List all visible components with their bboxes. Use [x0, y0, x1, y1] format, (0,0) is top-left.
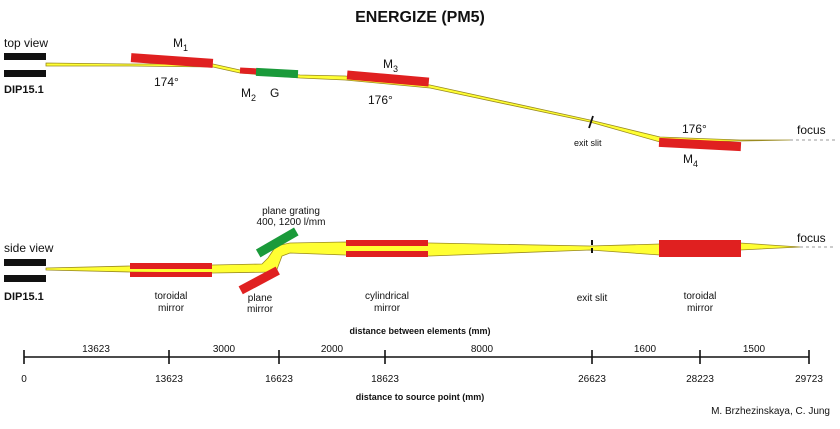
cyl-label-2: mirror [374, 303, 401, 314]
side-view: side view DIP15.1 toroidal mirror plane … [4, 206, 835, 315]
m1-mirror [130, 53, 214, 68]
between-5: 1500 [743, 344, 766, 355]
m3-angle: 176° [368, 93, 393, 107]
between-4: 1600 [634, 344, 657, 355]
m4-mirror [658, 137, 742, 152]
top-exit-slit [588, 115, 594, 129]
side-plane-mirror [238, 266, 280, 295]
m4-angle: 176° [682, 122, 707, 136]
top-focus-label: focus [797, 123, 826, 137]
grating-top [255, 67, 299, 79]
source-distance-title: distance to source point (mm) [356, 392, 485, 402]
m3-mirror [346, 70, 430, 87]
between-1: 3000 [213, 344, 236, 355]
m4-label: M4 [683, 152, 698, 169]
top-view-label: top view [4, 36, 48, 50]
top-view: top view DIP15.1 M1 174° M2 G M3 176° ex… [4, 36, 835, 169]
position-3: 18623 [371, 374, 399, 385]
side-cylindrical-mirror [346, 240, 428, 246]
position-2: 16623 [265, 374, 293, 385]
plane-mirror-label-2: mirror [247, 304, 274, 315]
position-6: 29723 [795, 374, 823, 385]
side-toroidal-mirror-2 [659, 240, 741, 257]
between-3: 8000 [471, 344, 494, 355]
side-toroidal-mirror-1 [130, 263, 212, 269]
m1-angle: 174° [154, 75, 179, 89]
side-toroidal-mirror-1-lower [130, 272, 212, 277]
side-focus-label: focus [797, 231, 826, 245]
m2-label: M2 [241, 86, 256, 103]
side-source-bar-lower [4, 275, 46, 282]
between-2: 2000 [321, 344, 344, 355]
m2-mirror [239, 67, 261, 75]
side-source-bar-upper [4, 259, 46, 266]
credit: M. Brzhezinskaya, C. Jung [711, 406, 830, 417]
top-exit-slit-label: exit slit [574, 138, 602, 148]
diagram-title: ENERGIZE (PM5) [355, 9, 485, 26]
top-source-label: DIP15.1 [4, 84, 44, 96]
side-exit-slit-label: exit slit [577, 293, 608, 304]
m1-label: M1 [173, 36, 188, 53]
between-title: distance between elements (mm) [349, 326, 490, 336]
source-bar-upper [4, 53, 46, 60]
plane-mirror-label-1: plane [248, 293, 273, 304]
toroidal1-label-1: toroidal [155, 291, 188, 302]
toroidal1-label-2: mirror [158, 303, 185, 314]
cyl-label-1: cylindrical [365, 291, 409, 302]
position-1: 13623 [155, 374, 183, 385]
side-source-label: DIP15.1 [4, 291, 44, 303]
between-0: 13623 [82, 344, 110, 355]
toroidal2-label-2: mirror [687, 303, 714, 314]
side-plane-grating [255, 227, 299, 258]
side-cylindrical-mirror-lower [346, 251, 428, 257]
side-view-label: side view [4, 241, 54, 255]
m3-label: M3 [383, 57, 398, 74]
position-5: 28223 [686, 374, 714, 385]
position-4: 26623 [578, 374, 606, 385]
grating-top-label: G [270, 86, 279, 100]
grating-label-1: plane grating [262, 206, 320, 217]
toroidal2-label-1: toroidal [684, 291, 717, 302]
source-bar-lower [4, 70, 46, 77]
grating-label-2: 400, 1200 l/mm [257, 217, 326, 228]
position-0: 0 [21, 374, 27, 385]
distance-scale: distance between elements (mm) 13623 300… [21, 326, 823, 402]
